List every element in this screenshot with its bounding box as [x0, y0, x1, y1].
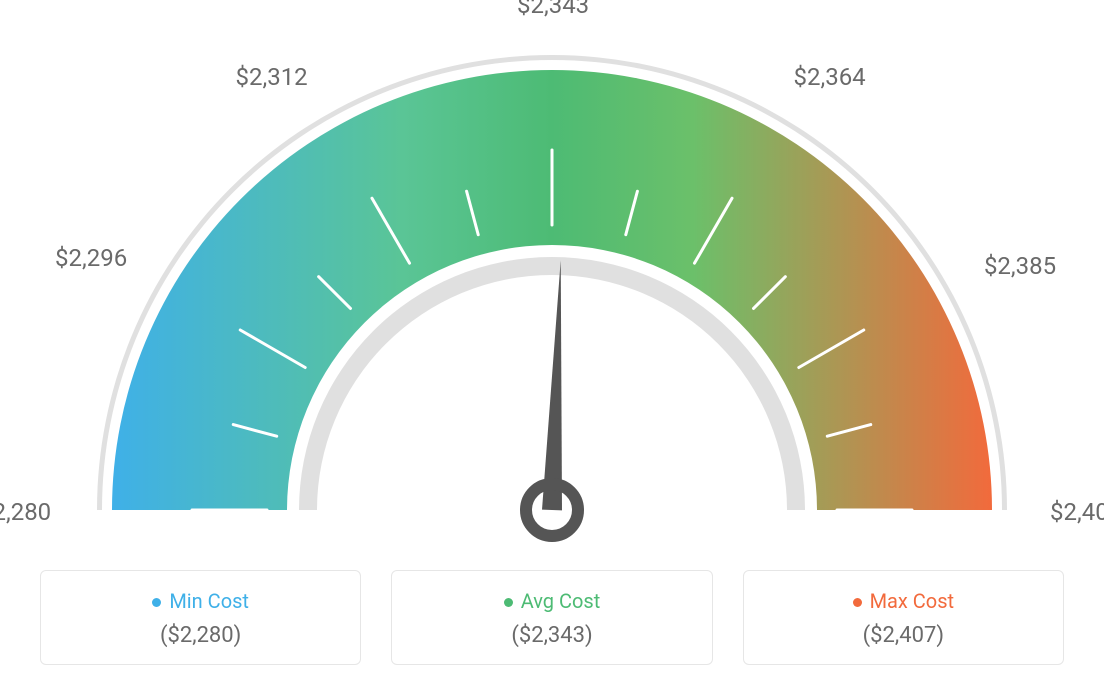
card-min-value: ($2,280): [51, 623, 350, 648]
gauge-tick-label: $2,343: [517, 0, 589, 19]
dot-icon: [152, 598, 161, 607]
gauge-tick-label: $2,385: [984, 252, 1056, 280]
card-min-title-text: Min Cost: [169, 589, 249, 613]
gauge-tick-label: $2,407: [1050, 498, 1104, 526]
card-avg-title: Avg Cost: [402, 589, 701, 613]
gauge-chart: $2,280 $2,296 $2,312 $2,343 $2,364 $2,385 $2,4…: [0, 0, 1104, 560]
card-avg: Avg Cost ($2,343): [391, 570, 712, 665]
dot-icon: [504, 598, 513, 607]
gauge-tick-label: $2,312: [236, 63, 308, 91]
dot-icon: [853, 598, 862, 607]
card-max-value: ($2,407): [754, 623, 1053, 648]
gauge-svg: [0, 0, 1104, 560]
summary-cards: Min Cost ($2,280) Avg Cost ($2,343) Max …: [0, 570, 1104, 665]
gauge-tick-label: $2,296: [55, 244, 127, 272]
card-min-title: Min Cost: [51, 589, 350, 613]
gauge-tick-label: $2,280: [0, 498, 51, 526]
card-max-title-text: Max Cost: [870, 589, 955, 613]
card-avg-title-text: Avg Cost: [521, 589, 601, 613]
card-max: Max Cost ($2,407): [743, 570, 1064, 665]
card-max-title: Max Cost: [754, 589, 1053, 613]
gauge-tick-label: $2,364: [794, 63, 866, 91]
card-min: Min Cost ($2,280): [40, 570, 361, 665]
card-avg-value: ($2,343): [402, 623, 701, 648]
